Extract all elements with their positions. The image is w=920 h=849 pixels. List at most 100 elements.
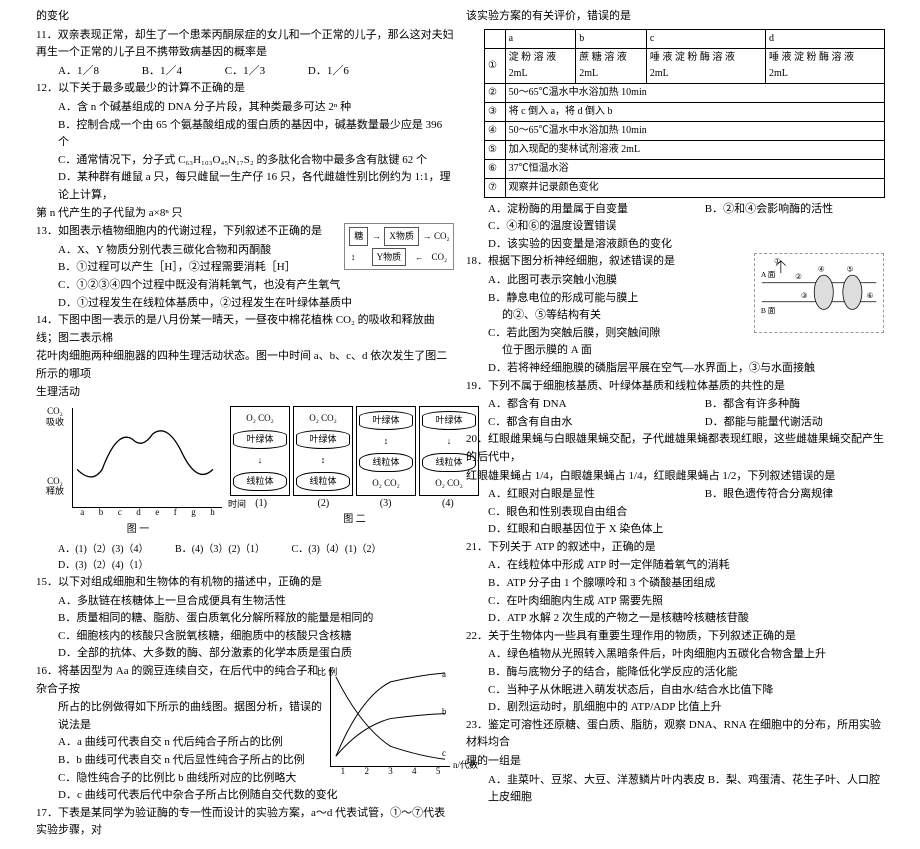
q17-a: A．淀粉酶的用量属于自变量	[488, 201, 678, 219]
y1b: 吸收	[46, 417, 64, 427]
q21-b: B．ATP 分子由 1 个腺嘌呤和 3 个磷酸基团组成	[466, 575, 884, 593]
q23-a: A．韭菜叶、豆浆、大豆、洋葱鳞片叶内表皮 B．梨、鸡蛋清、花生子叶、人口腔上皮细…	[466, 772, 884, 807]
q15-b: B．质量相同的糖、脂肪、蛋白质氧化分解所释放的能量是相同的	[36, 610, 454, 628]
q15-stem: 15．以下对组成细胞和生物体的有机物的描述中，正确的是	[36, 574, 454, 592]
y-box: Y物质	[372, 248, 407, 266]
q14-stem3: 生理活动	[36, 384, 454, 402]
q22-a: A．绿色植物从光照转入黑暗条件后，叶肉细胞内五碳化合物含量上升	[466, 646, 884, 664]
q20-opts2: C．眼色和性别表现自由组合 D．红眼和白眼基因位于 X 染色体上	[466, 504, 884, 539]
curve-svg	[77, 414, 218, 505]
table-row: ⑦观察并记录颜色变化	[485, 178, 885, 197]
svg-text:B 面: B 面	[761, 307, 776, 316]
q18-d: D．若将神经细胞膜的磷脂层平展在空气—水界面上，③与水面接触	[466, 360, 884, 378]
q17-d: D．该实验的因变量是溶液颜色的变化	[488, 236, 672, 254]
xt-f: f	[174, 505, 177, 519]
q19-stem: 19．下列不属于细胞核基质、叶绿体基质和线粒体基质的共性的是	[466, 378, 884, 396]
q11-opt-a: A．1／8	[58, 63, 99, 81]
q19-b: B．都含有许多种酶	[705, 396, 800, 414]
c1-top: O₂ CO₂	[233, 411, 287, 425]
xt-e: e	[155, 505, 159, 519]
q18-block: A 面 B 面 ① ② ③ ④ ⑤ ⑥ 18．根据下图分析神经细胞，叙述错误的是…	[466, 253, 884, 377]
cell-2: O₂ CO₂ 叶绿体 ↕ 线粒体	[293, 406, 353, 496]
c3-bot: O₂ CO₂	[359, 476, 413, 490]
q11-stem: 11．双亲表现正常，却生了一个患苯丙酮尿症的女儿和一个正常的儿子，那么这对夫妇再…	[36, 27, 454, 62]
q18-c2: 位于图示膜的 A 面	[466, 342, 884, 360]
co2-b: CO₂	[432, 250, 448, 264]
left-column: 的变化 11．双亲表现正常，却生了一个患苯丙酮尿症的女儿和一个正常的儿子，那么这…	[30, 8, 460, 841]
q20-a: A．红眼对白眼是显性	[488, 486, 678, 504]
chl-1: 叶绿体	[233, 430, 287, 448]
q17-b: B．②和④会影响酶的活性	[705, 201, 833, 219]
q14-stem2: 花叶肉细胞两种细胞器的四种生理活动状态。图一中时间 a、b、c、d 依次发生了图…	[36, 348, 454, 383]
q14-chart1: CO₂ 吸收 CO₂ 释放 a b c	[46, 406, 230, 538]
q21-stem: 21．下列关于 ATP 的叙述中，正确的是	[466, 539, 884, 557]
q23-stem1: 23．鉴定可溶性还原糖、蛋白质、脂肪，观察 DNA、RNA 在细胞中的分布，所用…	[466, 717, 884, 752]
q16-xticks: 1 2 3 4 5	[331, 764, 450, 778]
q18-figure: A 面 B 面 ① ② ③ ④ ⑤ ⑥	[754, 253, 884, 333]
q11-opt-d: D．1／6	[308, 63, 349, 81]
svg-text:a: a	[442, 669, 446, 679]
q17-options: A．淀粉酶的用量属于自变量 B．②和④会影响酶的活性	[466, 201, 884, 219]
q20-opts1: A．红眼对白眼是显性 B．眼色遗传符合分离规律	[466, 486, 884, 504]
svg-text:b: b	[442, 707, 447, 717]
q16-graph: 比 例 n/代数 a b c 1 2 3 4 5	[330, 667, 450, 767]
q22-b: B．酶与底物分子的结合，能降低化学反应的活化能	[466, 664, 884, 682]
y2b: 释放	[46, 486, 64, 496]
xlabel: 时间	[228, 497, 246, 511]
table-row: ③将 c 倒入 a，将 d 倒入 b	[485, 102, 885, 121]
mit-2: 线粒体	[296, 472, 350, 490]
glu-box: 糖	[349, 227, 368, 245]
c2-top: O₂ CO₂	[296, 411, 350, 425]
xt-g: g	[191, 505, 196, 519]
table-row: ⑤加入现配的斐林试剂溶液 2mL	[485, 140, 885, 159]
svg-text:②: ②	[795, 272, 802, 281]
q13-c: C．①②③④四个过程中既没有消耗氧气，也没有产生氧气	[36, 277, 454, 295]
q12-a: A．含 n 个碱基组成的 DNA 分子片段，其种类最多可达 2ⁿ 种	[36, 99, 454, 117]
co2-curve-chart: a b c d e f g h 时间	[72, 408, 222, 508]
table-row: ① 淀 粉 溶 液 2mL 蔗 糖 溶 液 2mL 唾 液 淀 粉 酶 溶 液 …	[485, 48, 885, 83]
q20-stem2: 红眼雄果蝇占 1/4，白眼雄果蝇占 1/4，红眼雌果蝇占 1/2，下列叙述错误的…	[466, 468, 884, 486]
cell-1: O₂ CO₂ 叶绿体 ↓ 线粒体	[230, 406, 290, 496]
q12-stem: 12．以下关于最多或最少的计算不正确的是	[36, 80, 454, 98]
q14-figures: CO₂ 吸收 CO₂ 释放 a b c	[36, 406, 454, 538]
y1a: CO₂	[47, 406, 63, 416]
q14-b: B．(4)（3）(2)（1）	[175, 542, 265, 558]
xt-b: b	[99, 505, 104, 519]
q13-figure: 糖 → X物质 → CO₂ ↕ Y物质 ← CO₂	[344, 223, 454, 270]
chl-2: 叶绿体	[296, 430, 350, 448]
fig1-caption: 图 一	[46, 522, 230, 538]
q22-c: C．当种子从休眠进入萌发状态后，自由水/结合水比值下降	[466, 682, 884, 700]
q17-c: C．④和⑥的温度设置错误	[488, 218, 678, 236]
cc1: (1)	[255, 496, 267, 512]
xt-d: d	[136, 505, 141, 519]
q12-d: D．某种群有雌鼠 a 只，每只雌鼠一生产仔 16 只，各代雌雄性别比例约为 1:…	[36, 169, 454, 204]
chl-3: 叶绿体	[359, 411, 413, 429]
exam-page: 的变化 11．双亲表现正常，却生了一个患苯丙酮尿症的女儿和一个正常的儿子，那么这…	[0, 0, 920, 849]
q20-c: C．眼色和性别表现自由组合	[488, 504, 678, 522]
page-continuation: 的变化	[36, 8, 454, 26]
right-column: 该实验方案的有关评价，错误的是 a b c d ① 淀 粉 溶 液 2mL 蔗 …	[460, 8, 890, 841]
q11-opt-c: C．1／3	[225, 63, 265, 81]
mit-1: 线粒体	[233, 472, 287, 490]
svg-text:c: c	[442, 748, 446, 758]
q19-a: A．都含有 DNA	[488, 396, 678, 414]
mit-3: 线粒体	[359, 453, 413, 471]
q13-d: D．①过程发生在线粒体基质中，②过程发生在叶绿体基质中	[36, 295, 454, 313]
y2a: CO₂	[47, 476, 63, 486]
q14-stem1: 14．下图中图一表示的是八月份某一晴天，一昼夜中棉花植株 CO₂ 的吸收和释放曲…	[36, 312, 454, 347]
q17-stem: 17．下表是某同学为验证酶的专一性而设计的实验方案，a～d 代表试管，①～⑦代表…	[36, 805, 454, 840]
xt-a: a	[80, 505, 84, 519]
table-header-row: a b c d	[485, 29, 885, 48]
svg-text:⑤: ⑤	[847, 265, 854, 274]
svg-text:⑥: ⑥	[867, 291, 874, 300]
xt-c: c	[118, 505, 122, 519]
q14-chart2: O₂ CO₂ 叶绿体 ↓ 线粒体 O₂ CO₂ 叶绿体 ↕ 线粒体 叶绿体 ↕	[230, 406, 479, 538]
q14-options: A．(1)（2）(3)（4） B．(4)（3）(2)（1） C．(3)（4）(1…	[36, 542, 454, 574]
q14-a: A．(1)（2）(3)（4）	[58, 542, 149, 558]
q21-a: A．在线粒体中形成 ATP 时一定伴随着氧气的消耗	[466, 557, 884, 575]
svg-text:③: ③	[801, 291, 808, 300]
q16-d: D．c 曲线可代表后代中杂合子所占比例随自交代数的变化	[36, 787, 454, 805]
cc2: (2)	[318, 496, 330, 512]
q19-c: C．都含有自由水	[488, 414, 678, 432]
cc4: (4)	[442, 496, 454, 512]
